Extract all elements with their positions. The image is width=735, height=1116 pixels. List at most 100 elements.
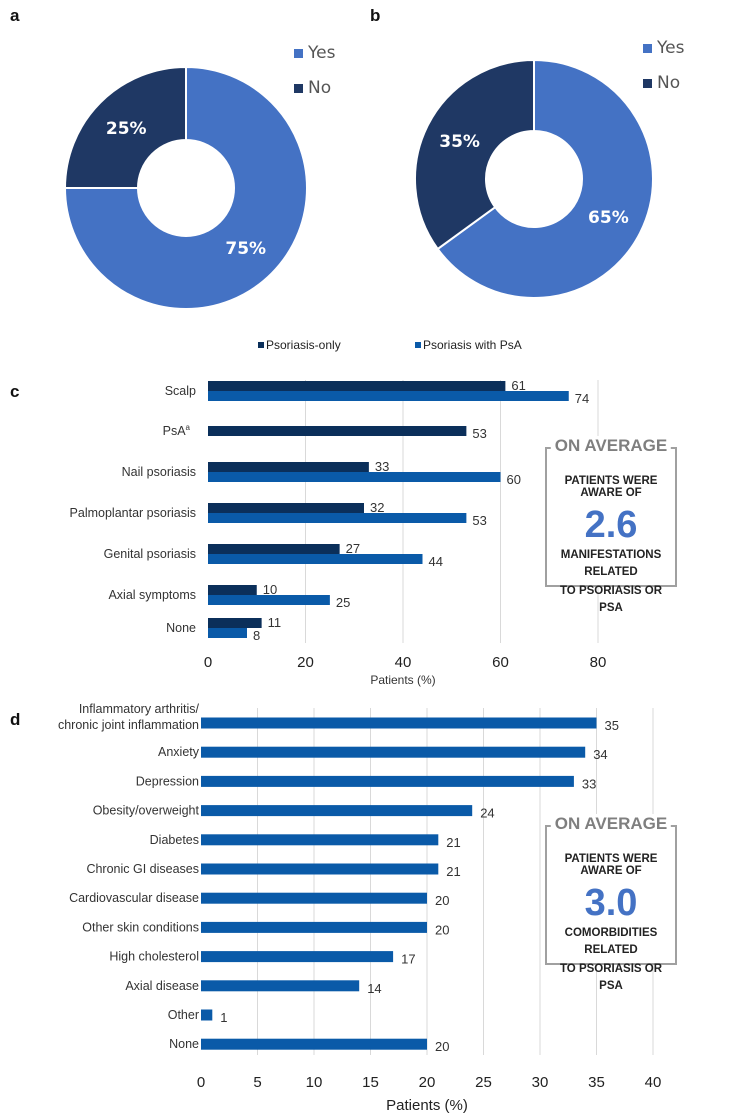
panel-label-c: c — [10, 382, 20, 401]
c-category-label: Genital psoriasis — [104, 547, 196, 561]
d-xtick-10: 10 — [306, 1074, 323, 1091]
d-xtick-0: 0 — [197, 1074, 205, 1091]
c-data-label-psoriasis-only: 32 — [370, 500, 384, 515]
donut-a-label-no: 25% — [106, 119, 147, 139]
d-bar — [201, 746, 586, 758]
d-bar — [201, 775, 574, 787]
d-data-label: 20 — [435, 922, 449, 937]
c-category-label: None — [166, 621, 196, 635]
c-xaxis-label: Patients (%) — [370, 673, 435, 687]
c-bar-psoriasis-with-psa — [208, 472, 501, 482]
d-data-label: 20 — [435, 1039, 449, 1054]
d-data-label: 17 — [401, 952, 415, 967]
callout-value: 2.6 — [584, 504, 638, 546]
legend-b-swatch-yes — [643, 44, 652, 53]
legend-b-label-no: No — [657, 73, 680, 93]
d-bar — [201, 834, 439, 846]
callout-heading: ON AVERAGE — [550, 814, 672, 834]
d-bar — [201, 805, 473, 817]
d-bar — [201, 951, 394, 963]
d-data-label: 35 — [605, 718, 619, 733]
d-category-label: None — [169, 1037, 199, 1051]
c-bar-psoriasis-with-psa — [208, 391, 569, 401]
c-xtick-0: 0 — [204, 654, 212, 671]
c-bar-psoriasis-only — [208, 381, 506, 391]
c-data-label-psoriasis-only: 53 — [472, 426, 486, 441]
c-bar-psoriasis-with-psa — [208, 513, 467, 523]
c-data-label-psoriasis-only: 11 — [268, 615, 282, 630]
callout-line1: PATIENTS WERE AWARE OF — [564, 853, 658, 877]
c-legend-label-1: Psoriasis with PsA — [423, 338, 522, 352]
legend-a-swatch-yes — [294, 49, 303, 58]
c-category-label: Palmoplantar psoriasis — [70, 506, 196, 520]
c-legend-swatch-0 — [258, 342, 264, 348]
c-data-label-psoriasis-with-psa: 53 — [472, 513, 486, 528]
c-bar-psoriasis-only — [208, 462, 369, 472]
c-data-label-psoriasis-only: 27 — [346, 541, 360, 556]
callout-value: 3.0 — [584, 882, 638, 924]
d-data-label: 20 — [435, 893, 449, 908]
c-bar-psoriasis-with-psa — [208, 554, 423, 564]
d-xtick-40: 40 — [645, 1074, 662, 1091]
d-data-label: 1 — [220, 1010, 227, 1025]
d-category-label: Other — [168, 1008, 199, 1022]
c-data-label-psoriasis-with-psa: 74 — [575, 391, 589, 406]
legend-a-swatch-no — [294, 84, 303, 93]
d-xtick-25: 25 — [475, 1074, 492, 1091]
legend-b-label-yes: Yes — [656, 38, 685, 58]
d-xaxis-label: Patients (%) — [386, 1097, 468, 1114]
d-category-label: Cardiovascular disease — [69, 891, 199, 905]
d-category-label: High cholesterol — [109, 950, 199, 964]
c-xtick-80: 80 — [590, 654, 607, 671]
d-category-label-line1: Inflammatory arthritis/ — [79, 702, 200, 716]
c-data-label-psoriasis-only: 10 — [263, 582, 277, 597]
panel-label-b: b — [370, 6, 381, 25]
donut-b-slice-no — [414, 58, 535, 251]
d-category-label: Depression — [136, 774, 199, 788]
d-xtick-20: 20 — [419, 1074, 436, 1091]
c-category-label: Nail psoriasis — [122, 465, 196, 479]
d-bar — [201, 717, 597, 729]
callout-line2b: TO PSORIASIS OR PSA — [559, 585, 663, 614]
d-data-label: 21 — [446, 835, 460, 850]
c-data-label-psoriasis-with-psa: 60 — [507, 472, 521, 487]
c-data-label-psoriasis-with-psa: 8 — [253, 628, 260, 643]
donut-b-slice-yes — [436, 58, 654, 299]
c-data-label-psoriasis-with-psa: 25 — [336, 595, 350, 610]
c-category-label: PsAa — [163, 423, 191, 438]
donut-a-label-yes: 75% — [225, 239, 266, 259]
c-data-label-psoriasis-only: 61 — [511, 378, 525, 393]
d-xtick-15: 15 — [362, 1074, 379, 1091]
d-xtick-30: 30 — [532, 1074, 549, 1091]
c-xtick-20: 20 — [297, 654, 314, 671]
c-legend-swatch-1 — [415, 342, 421, 348]
d-bar — [201, 892, 427, 904]
donut-b-label-no: 35% — [439, 132, 480, 152]
panel-label-d: d — [10, 710, 21, 729]
c-data-label-psoriasis-only: 33 — [375, 459, 389, 474]
legend-a-label-yes: Yes — [307, 43, 336, 63]
donut-b-label-yes: 65% — [588, 208, 629, 228]
d-category-label-line2: chronic joint inflammation — [58, 718, 199, 732]
d-bar — [201, 863, 439, 875]
d-data-label: 14 — [367, 981, 381, 996]
c-bar-psoriasis-with-psa — [208, 628, 247, 638]
d-data-label: 34 — [593, 747, 607, 762]
donut-a-slice-no — [63, 65, 187, 189]
c-legend-label-0: Psoriasis-only — [266, 338, 341, 352]
c-bar-psoriasis-only — [208, 503, 364, 513]
callout-box-d: ON AVERAGE PATIENTS WERE AWARE OF 3.0 CO… — [545, 814, 677, 992]
callout-line2b: TO PSORIASIS OR PSA — [559, 963, 663, 992]
d-bar — [201, 921, 427, 933]
d-data-label: 24 — [480, 806, 494, 821]
d-xtick-5: 5 — [253, 1074, 261, 1091]
c-category-label: Scalp — [165, 384, 196, 398]
legend-a-label-no: No — [308, 78, 331, 98]
c-bar-psoriasis-only — [208, 585, 257, 595]
c-xtick-60: 60 — [492, 654, 509, 671]
d-category-label: Axial disease — [125, 979, 199, 993]
c-category-label: Axial symptoms — [108, 588, 196, 602]
legend-b-swatch-no — [643, 79, 652, 88]
c-data-label-psoriasis-with-psa: 44 — [429, 554, 443, 569]
